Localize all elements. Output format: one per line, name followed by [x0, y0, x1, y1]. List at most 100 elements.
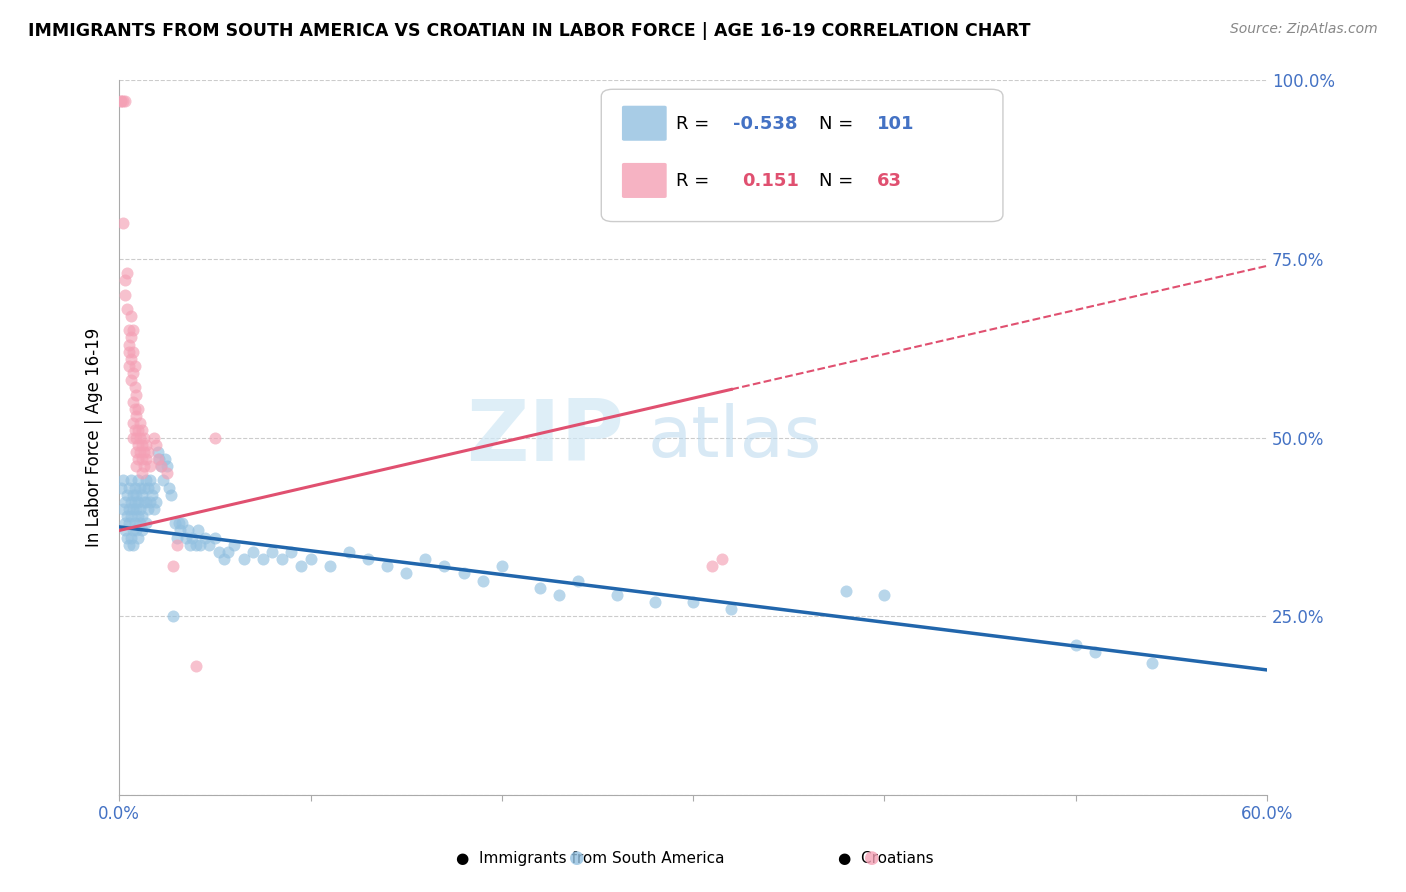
Point	[131, 423, 153, 437]
Text: ZIP: ZIP	[467, 396, 624, 479]
Point	[129, 502, 152, 516]
Point	[453, 566, 475, 581]
Point	[146, 445, 169, 459]
Point	[118, 337, 141, 351]
Point	[110, 95, 132, 109]
Point	[1140, 656, 1163, 670]
Point	[135, 474, 157, 488]
Point	[131, 524, 153, 538]
Point	[177, 524, 200, 538]
Point	[124, 401, 146, 416]
Point	[120, 330, 142, 344]
Text: IMMIGRANTS FROM SOUTH AMERICA VS CROATIAN IN LABOR FORCE | AGE 16-19 CORRELATION: IMMIGRANTS FROM SOUTH AMERICA VS CROATIA…	[28, 22, 1031, 40]
Point	[150, 459, 173, 474]
Point	[142, 481, 165, 495]
Point	[124, 359, 146, 373]
FancyBboxPatch shape	[621, 106, 666, 141]
Y-axis label: In Labor Force | Age 16-19: In Labor Force | Age 16-19	[86, 328, 103, 547]
Point	[169, 524, 191, 538]
Point	[121, 538, 143, 552]
Point	[127, 452, 149, 467]
Point	[125, 488, 148, 502]
Point	[290, 559, 312, 574]
Point	[125, 502, 148, 516]
Point	[188, 538, 211, 552]
Point	[152, 474, 174, 488]
Point	[121, 502, 143, 516]
Point	[125, 445, 148, 459]
Point	[162, 559, 184, 574]
Point	[127, 509, 149, 524]
Point	[120, 351, 142, 366]
Text: atlas: atlas	[647, 403, 821, 472]
Point	[131, 509, 153, 524]
Point	[142, 502, 165, 516]
Point	[115, 301, 138, 316]
Point	[124, 423, 146, 437]
Point	[121, 524, 143, 538]
Point	[125, 524, 148, 538]
Point	[139, 459, 162, 474]
Point	[136, 502, 159, 516]
Point	[124, 380, 146, 394]
Point	[131, 452, 153, 467]
Point	[187, 524, 209, 538]
Point	[129, 516, 152, 531]
Point	[124, 481, 146, 495]
Point	[120, 373, 142, 387]
Point	[112, 502, 135, 516]
Point	[157, 481, 180, 495]
Point	[124, 516, 146, 531]
Text: ●: ●	[568, 849, 585, 867]
Point	[118, 516, 141, 531]
Point	[280, 545, 302, 559]
Point	[142, 430, 165, 444]
Point	[242, 545, 264, 559]
Point	[318, 559, 340, 574]
Text: Source: ZipAtlas.com: Source: ZipAtlas.com	[1230, 22, 1378, 37]
Point	[222, 538, 245, 552]
Point	[131, 488, 153, 502]
Point	[127, 423, 149, 437]
Point	[115, 509, 138, 524]
Point	[179, 538, 201, 552]
Point	[114, 524, 136, 538]
Point	[134, 459, 156, 474]
Text: N =: N =	[820, 172, 859, 190]
Point	[125, 430, 148, 444]
Point	[135, 438, 157, 452]
Point	[491, 559, 513, 574]
Text: R =: R =	[676, 172, 721, 190]
Point	[134, 481, 156, 495]
Point	[114, 516, 136, 531]
Point	[134, 430, 156, 444]
Point	[135, 495, 157, 509]
Point	[125, 387, 148, 401]
Point	[127, 401, 149, 416]
Point	[129, 481, 152, 495]
Point	[141, 488, 163, 502]
Point	[125, 459, 148, 474]
Point	[129, 445, 152, 459]
Point	[194, 531, 217, 545]
Point	[702, 559, 724, 574]
Point	[118, 359, 141, 373]
Point	[204, 430, 226, 444]
Point	[115, 266, 138, 280]
Text: 63: 63	[877, 172, 901, 190]
Point	[148, 452, 170, 467]
Point	[644, 595, 666, 609]
Point	[873, 588, 896, 602]
FancyBboxPatch shape	[602, 89, 1002, 221]
Point	[120, 474, 142, 488]
Point	[112, 95, 135, 109]
Point	[150, 459, 173, 474]
Point	[252, 552, 274, 566]
Point	[529, 581, 551, 595]
Point	[136, 481, 159, 495]
Point	[835, 584, 858, 599]
Point	[121, 344, 143, 359]
Point	[121, 366, 143, 380]
Point	[232, 552, 254, 566]
Text: N =: N =	[820, 114, 859, 133]
